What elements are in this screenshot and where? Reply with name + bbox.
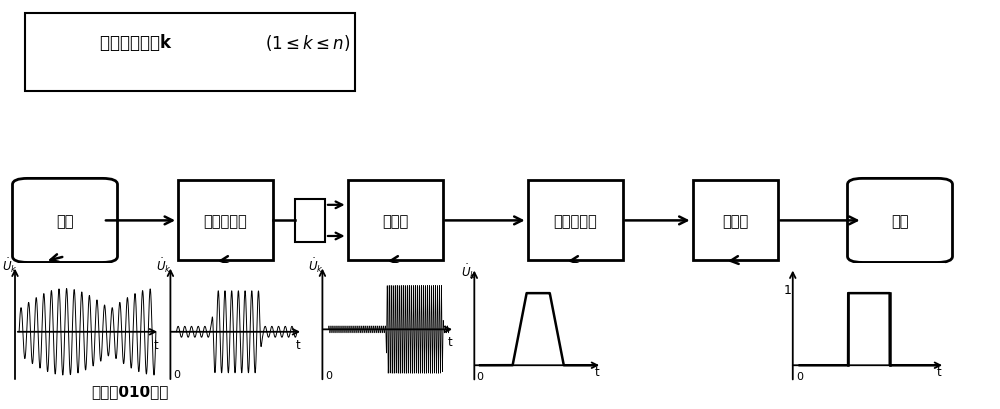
Text: $\dot{U}_k$: $\dot{U}_k$	[308, 256, 324, 274]
Text: t: t	[937, 366, 942, 378]
Text: 判决器: 判决器	[722, 213, 748, 228]
Text: 0: 0	[796, 371, 803, 381]
Text: 开始: 开始	[56, 213, 74, 228]
Bar	[528, 181, 622, 261]
Text: $\dot{U}_k$: $\dot{U}_k$	[2, 256, 17, 275]
FancyBboxPatch shape	[25, 14, 355, 92]
Text: 以传输010为例: 以传输010为例	[91, 383, 169, 398]
FancyBboxPatch shape	[848, 179, 952, 263]
Bar	[692, 181, 778, 261]
Bar	[295, 199, 325, 242]
Text: t: t	[448, 335, 453, 348]
Text: 0: 0	[477, 371, 484, 381]
Text: 0: 0	[173, 369, 180, 380]
Text: 信号解调电路k: 信号解调电路k	[100, 34, 188, 52]
Text: t: t	[154, 338, 158, 351]
Text: $\dot{U}_k$: $\dot{U}_k$	[461, 262, 476, 281]
Text: 结束: 结束	[891, 213, 909, 228]
Text: t: t	[296, 338, 301, 351]
Text: 1: 1	[783, 283, 791, 297]
Text: 0: 0	[325, 370, 332, 380]
Text: 带通滤波器: 带通滤波器	[203, 213, 247, 228]
FancyBboxPatch shape	[13, 179, 118, 263]
Bar	[178, 181, 272, 261]
Text: $(1\leq k\leq n)$: $(1\leq k\leq n)$	[265, 33, 350, 53]
Text: 乘法器: 乘法器	[382, 213, 408, 228]
Text: t: t	[595, 366, 600, 378]
Text: 低通滤波器: 低通滤波器	[553, 213, 597, 228]
Bar	[348, 181, 442, 261]
Text: $\dot{U}_k$: $\dot{U}_k$	[156, 256, 172, 275]
